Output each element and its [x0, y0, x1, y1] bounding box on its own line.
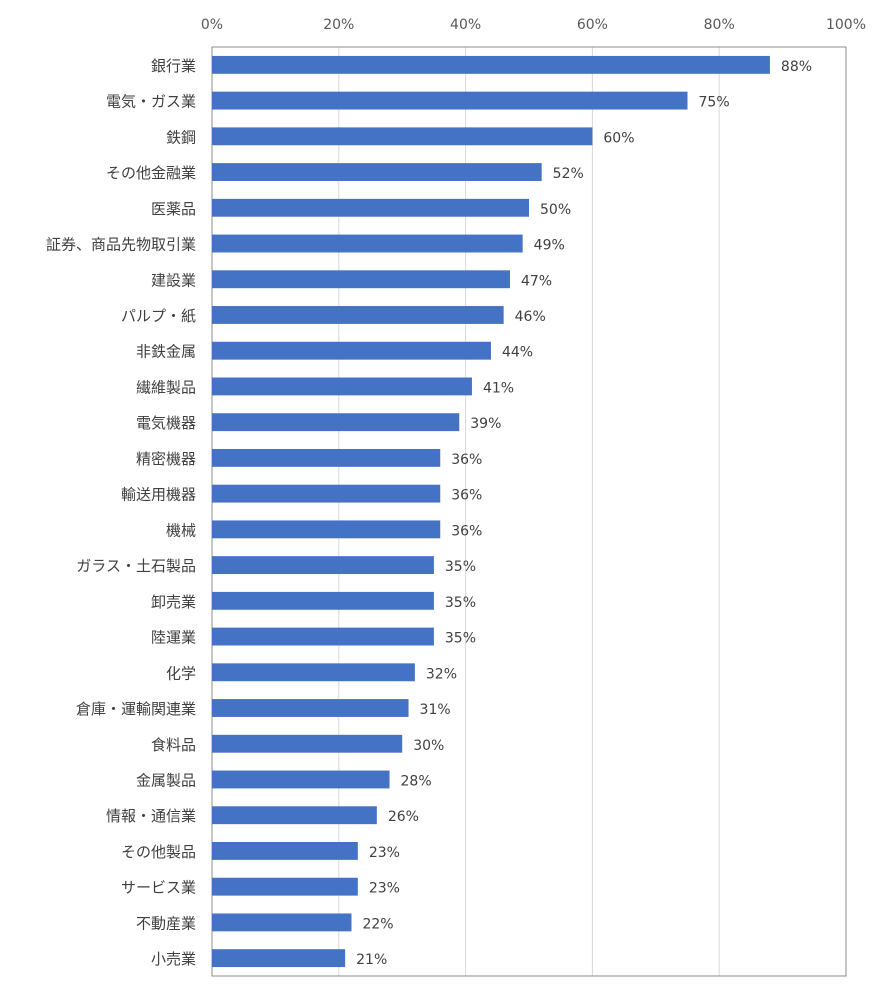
data-label: 88% — [781, 59, 812, 75]
bar — [212, 413, 460, 432]
data-label: 50% — [540, 202, 571, 218]
bar — [212, 163, 542, 181]
x-tick-label: 40% — [450, 17, 481, 33]
bar — [212, 127, 593, 146]
data-label: 35% — [445, 631, 476, 647]
plot-area-border — [211, 46, 847, 977]
bar — [212, 842, 358, 860]
data-label: 26% — [388, 809, 419, 825]
bar — [212, 770, 390, 789]
category-label: 繊維製品 — [136, 378, 196, 396]
category-label: 輸送用機器 — [121, 486, 196, 504]
category-label: 銀行業 — [151, 57, 196, 75]
bar — [212, 55, 770, 74]
bar — [212, 591, 434, 610]
data-label: 36% — [451, 523, 482, 539]
category-label: 鉄鋼 — [166, 128, 196, 146]
bar — [212, 699, 409, 717]
bar — [212, 734, 403, 753]
data-label: 75% — [699, 95, 730, 111]
data-label: 52% — [553, 166, 584, 182]
category-label: 小売業 — [151, 950, 196, 968]
category-label: パルプ・紙 — [121, 307, 196, 325]
data-label: 35% — [445, 595, 476, 611]
category-label: 卸売業 — [151, 593, 196, 611]
category-label: 情報・通信業 — [106, 807, 196, 825]
category-label: 金属製品 — [136, 771, 196, 789]
data-label: 36% — [451, 488, 482, 504]
data-label: 46% — [515, 309, 546, 325]
data-label: 23% — [369, 845, 400, 861]
bar — [212, 663, 415, 682]
bar — [212, 234, 523, 253]
bar — [212, 806, 377, 825]
bar — [212, 270, 510, 289]
category-label: 非鉄金属 — [136, 343, 196, 361]
data-label: 32% — [426, 666, 457, 682]
category-label: 不動産業 — [136, 914, 196, 932]
data-label: 47% — [521, 273, 552, 289]
data-label: 44% — [502, 345, 533, 361]
category-label: その他製品 — [121, 843, 196, 861]
category-label: その他金融業 — [106, 164, 196, 182]
x-tick-label: 80% — [704, 17, 735, 33]
bar — [212, 913, 352, 932]
x-tick-label: 0% — [201, 17, 223, 33]
data-label: 41% — [483, 380, 514, 396]
data-label: 23% — [369, 881, 400, 897]
data-label: 28% — [401, 773, 432, 789]
category-label: 医薬品 — [151, 200, 196, 218]
category-label: 電気・ガス業 — [106, 93, 196, 111]
data-label: 31% — [420, 702, 451, 718]
x-tick-label: 60% — [577, 17, 608, 33]
bar — [212, 91, 688, 110]
bar — [212, 484, 441, 503]
category-label: 建設業 — [151, 271, 196, 289]
data-label: 22% — [362, 916, 393, 932]
category-label: ガラス・土石製品 — [76, 557, 196, 575]
bar — [212, 556, 434, 575]
category-label: 食料品 — [151, 736, 196, 754]
data-label: 35% — [445, 559, 476, 575]
bar — [212, 341, 491, 360]
category-label: 機械 — [166, 521, 196, 539]
x-tick-label: 20% — [323, 17, 354, 33]
bar — [212, 377, 472, 396]
category-label: 陸運業 — [151, 629, 196, 647]
category-label: 精密機器 — [136, 450, 196, 468]
bar — [212, 877, 358, 896]
bar — [212, 949, 346, 968]
bar — [212, 198, 529, 217]
bar — [212, 448, 441, 467]
category-label: 電気機器 — [136, 414, 196, 432]
category-label: 倉庫・運輸関連業 — [76, 700, 196, 718]
bar — [212, 306, 504, 324]
data-label: 36% — [451, 452, 482, 468]
category-label: 証券、商品先物取引業 — [46, 236, 196, 254]
bar — [212, 520, 441, 539]
data-label: 49% — [534, 238, 565, 254]
category-label: 化学 — [166, 664, 196, 682]
x-tick-label: 100% — [826, 17, 866, 33]
data-label: 30% — [413, 738, 444, 754]
data-label: 39% — [470, 416, 501, 432]
data-label: 60% — [603, 130, 634, 146]
category-label: サービス業 — [121, 879, 196, 897]
data-label: 21% — [356, 952, 387, 968]
bar — [212, 627, 434, 646]
